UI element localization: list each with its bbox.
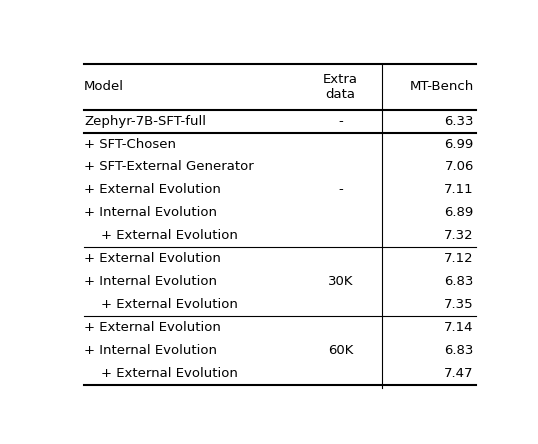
Text: 60K: 60K [328,344,353,357]
Text: 7.35: 7.35 [444,298,474,311]
Text: + Internal Evolution: + Internal Evolution [84,206,217,219]
Text: -: - [338,183,343,196]
Text: Extra
data: Extra data [323,73,358,101]
Text: 7.12: 7.12 [444,252,474,265]
Text: 7.47: 7.47 [444,367,474,380]
Text: -: - [338,115,343,127]
Text: 7.11: 7.11 [444,183,474,196]
Text: + External Evolution: + External Evolution [84,298,238,311]
Text: + Internal Evolution: + Internal Evolution [84,275,217,288]
Text: + External Evolution: + External Evolution [84,183,221,196]
Text: + External Evolution: + External Evolution [84,229,238,242]
Text: + External Evolution: + External Evolution [84,367,238,380]
Text: + SFT-External Generator: + SFT-External Generator [84,160,254,174]
Text: 6.99: 6.99 [444,138,474,151]
Text: 6.83: 6.83 [444,344,474,357]
Text: + Internal Evolution: + Internal Evolution [84,344,217,357]
Text: 30K: 30K [328,275,353,288]
Text: + External Evolution: + External Evolution [84,321,221,334]
Text: 6.89: 6.89 [444,206,474,219]
Text: 6.83: 6.83 [444,275,474,288]
Text: + External Evolution: + External Evolution [84,252,221,265]
Text: 7.06: 7.06 [444,160,474,174]
Text: 7.14: 7.14 [444,321,474,334]
Text: 7.32: 7.32 [444,229,474,242]
Text: Zephyr-7B-SFT-full: Zephyr-7B-SFT-full [84,115,206,127]
Text: Model: Model [84,80,124,93]
Text: MT-Bench: MT-Bench [409,80,474,93]
Text: + SFT-Chosen: + SFT-Chosen [84,138,176,151]
Text: 6.33: 6.33 [444,115,474,127]
